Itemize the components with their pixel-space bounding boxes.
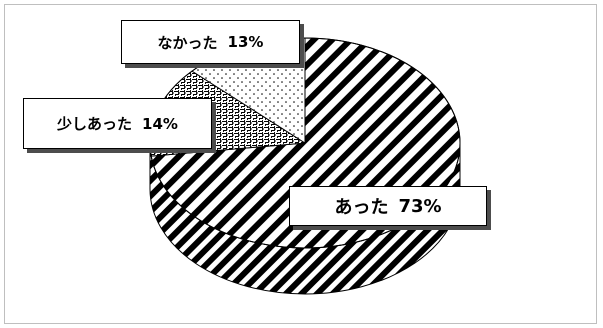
data-label-sukoshi-atta: 少しあった 14% [23, 98, 212, 149]
slice-percent: 13% [227, 33, 264, 51]
data-label-atta: あった 73% [289, 186, 487, 226]
slice-percent: 73% [398, 195, 442, 217]
data-label-nakatta: なかった 13% [121, 20, 300, 64]
slice-label: 少しあった [57, 115, 133, 133]
slice-label: あった [334, 197, 389, 218]
slice-percent: 14% [142, 114, 178, 133]
slice-label: なかった [157, 33, 218, 52]
